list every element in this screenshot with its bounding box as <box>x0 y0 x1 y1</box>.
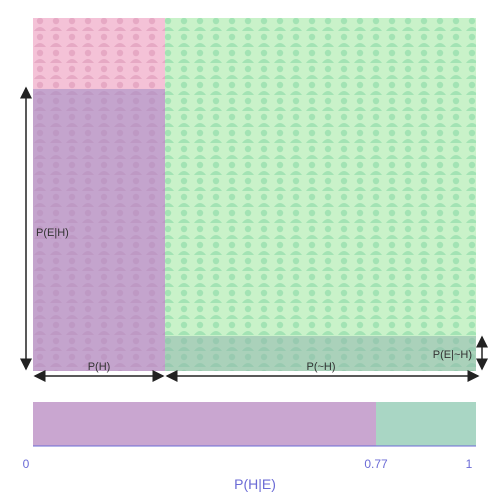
evidence-given-h-overlay <box>33 89 165 371</box>
likelihood-h-label: P(E|H) <box>36 227 69 239</box>
posterior-not-h-bar <box>376 402 476 446</box>
axis-tick-min: 0 <box>23 457 30 471</box>
posterior-h-bar <box>33 402 376 446</box>
evidence-given-not-h-overlay <box>165 336 476 371</box>
axis-tick-max: 1 <box>466 457 473 471</box>
posterior-axis-title: P(H|E) <box>234 476 276 492</box>
axis-tick-posterior: 0.77 <box>364 457 388 471</box>
likelihood-not-h-label: P(E|~H) <box>433 349 472 361</box>
prior-not-h-label: P(~H) <box>306 361 335 373</box>
not-hypothesis-region <box>165 18 476 371</box>
prior-h-label: P(H) <box>88 361 111 373</box>
